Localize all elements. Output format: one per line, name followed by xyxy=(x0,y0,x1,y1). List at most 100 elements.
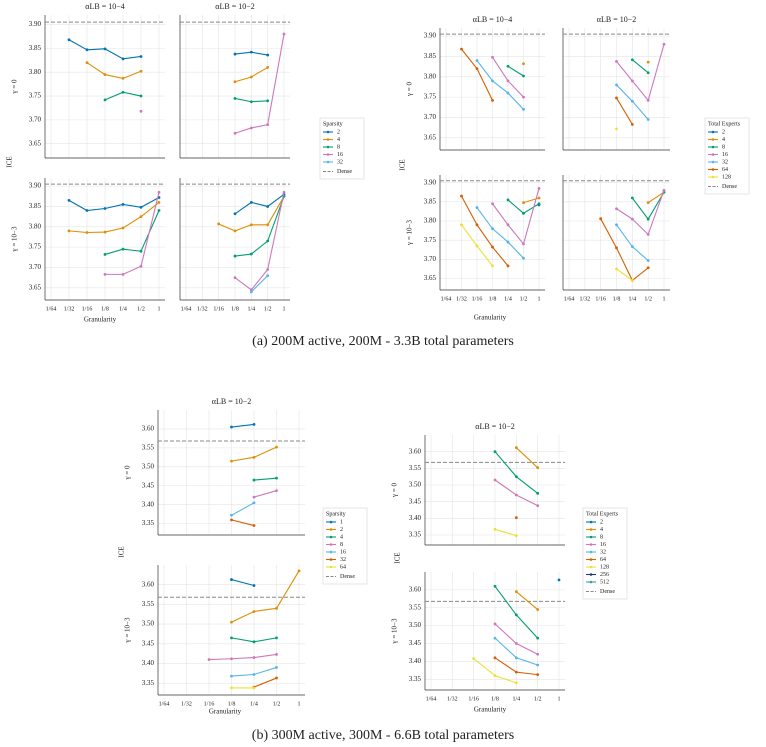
caption: (b) 300M active, 300M - 6.6B total param… xyxy=(252,728,514,743)
y-tick-label: 3.80 xyxy=(424,217,437,225)
point xyxy=(266,274,270,277)
point xyxy=(630,58,634,62)
legend-title: Sparsity xyxy=(323,121,343,127)
legend-marker xyxy=(711,130,715,134)
point xyxy=(536,608,540,611)
point xyxy=(275,489,278,493)
point xyxy=(67,198,71,202)
panel-title: αLB = 10−2 xyxy=(215,2,254,11)
legend-label: 16 xyxy=(340,549,346,555)
point xyxy=(157,209,161,212)
legend-label: 64 xyxy=(340,564,346,570)
y-tick-label: 3.50 xyxy=(409,481,422,489)
point xyxy=(493,636,497,640)
series-line xyxy=(647,191,665,204)
legend-label: 16 xyxy=(337,152,343,158)
point xyxy=(522,74,525,78)
series-line xyxy=(231,570,300,623)
point xyxy=(493,450,497,454)
legend-title: Total Experts xyxy=(586,511,619,517)
legend-label: Dense xyxy=(600,589,615,595)
y-axis-label: γ = 0 xyxy=(391,482,399,498)
legend-label: 128 xyxy=(722,174,731,180)
x-tick-label: 1/4 xyxy=(247,306,255,312)
point xyxy=(630,279,634,282)
x-tick-label: 1/8 xyxy=(491,696,499,702)
series-line xyxy=(104,210,160,255)
x-tick-label: 1 xyxy=(558,696,561,702)
legend-label: 128 xyxy=(600,564,609,570)
point xyxy=(121,76,125,80)
y-tick-label: 3.85 xyxy=(424,197,437,205)
point xyxy=(646,233,650,236)
y-tick-label: 3.85 xyxy=(29,44,42,52)
point xyxy=(506,264,510,268)
point xyxy=(506,91,510,95)
point xyxy=(491,55,494,59)
legend-marker xyxy=(589,558,593,561)
y-tick-label: 3.85 xyxy=(29,202,42,210)
point xyxy=(493,622,497,626)
point xyxy=(646,60,650,64)
point xyxy=(615,83,618,87)
legend-marker xyxy=(326,130,330,134)
point xyxy=(230,518,233,522)
point xyxy=(275,666,278,669)
point xyxy=(493,584,497,588)
legend-label: Dense xyxy=(337,169,352,175)
point xyxy=(139,264,143,268)
legend-marker xyxy=(589,550,593,554)
legend-box xyxy=(322,507,368,585)
point xyxy=(536,504,540,508)
series-line xyxy=(616,44,665,102)
point xyxy=(85,209,89,212)
point xyxy=(491,98,494,102)
y-tick-label: 3.40 xyxy=(142,659,155,667)
point xyxy=(103,207,107,210)
x-tick-label: 1/8 xyxy=(489,296,497,302)
point xyxy=(460,194,463,198)
series-line xyxy=(208,653,277,661)
point xyxy=(233,52,237,56)
series-line xyxy=(253,477,277,481)
legend-label: 16 xyxy=(600,542,606,548)
x-tick-label: 1/2 xyxy=(534,696,542,702)
point xyxy=(121,57,125,61)
y-tick-label: 3.70 xyxy=(424,113,437,121)
x-tick-label: 1/16 xyxy=(472,296,483,302)
point xyxy=(275,653,278,656)
legend-marker xyxy=(589,543,593,546)
legend-marker xyxy=(589,565,593,569)
x-tick-label: 1/32 xyxy=(64,306,75,312)
x-tick-label: 1/16 xyxy=(468,696,479,702)
series-line xyxy=(616,190,665,236)
legend-title: Sparsity xyxy=(326,511,346,517)
legend-label: 2 xyxy=(340,527,343,533)
x-tick-label: 1/2 xyxy=(273,701,281,707)
point xyxy=(297,569,301,573)
series-line xyxy=(86,62,142,79)
series-line xyxy=(515,591,539,610)
point xyxy=(230,636,233,640)
legend-box xyxy=(582,507,628,600)
legend-label: 32 xyxy=(340,557,346,563)
point xyxy=(537,196,541,200)
point xyxy=(514,670,518,674)
y-tick-label: 3.90 xyxy=(29,182,42,190)
y-tick-label: 3.70 xyxy=(29,115,42,123)
point xyxy=(266,66,270,69)
point xyxy=(514,516,518,520)
point xyxy=(252,584,256,587)
series-line xyxy=(253,677,277,688)
x-tick-label: 1/32 xyxy=(456,296,467,302)
series-line xyxy=(600,218,649,282)
point xyxy=(536,673,540,677)
legend-marker xyxy=(589,573,593,576)
panel-title: αLB = 10−2 xyxy=(475,422,514,431)
y-tick-label: 3.90 xyxy=(424,178,437,186)
series-line xyxy=(507,65,524,77)
point xyxy=(266,205,270,208)
point xyxy=(121,203,125,206)
y-axis-label: γ = 10−3 xyxy=(124,617,132,643)
